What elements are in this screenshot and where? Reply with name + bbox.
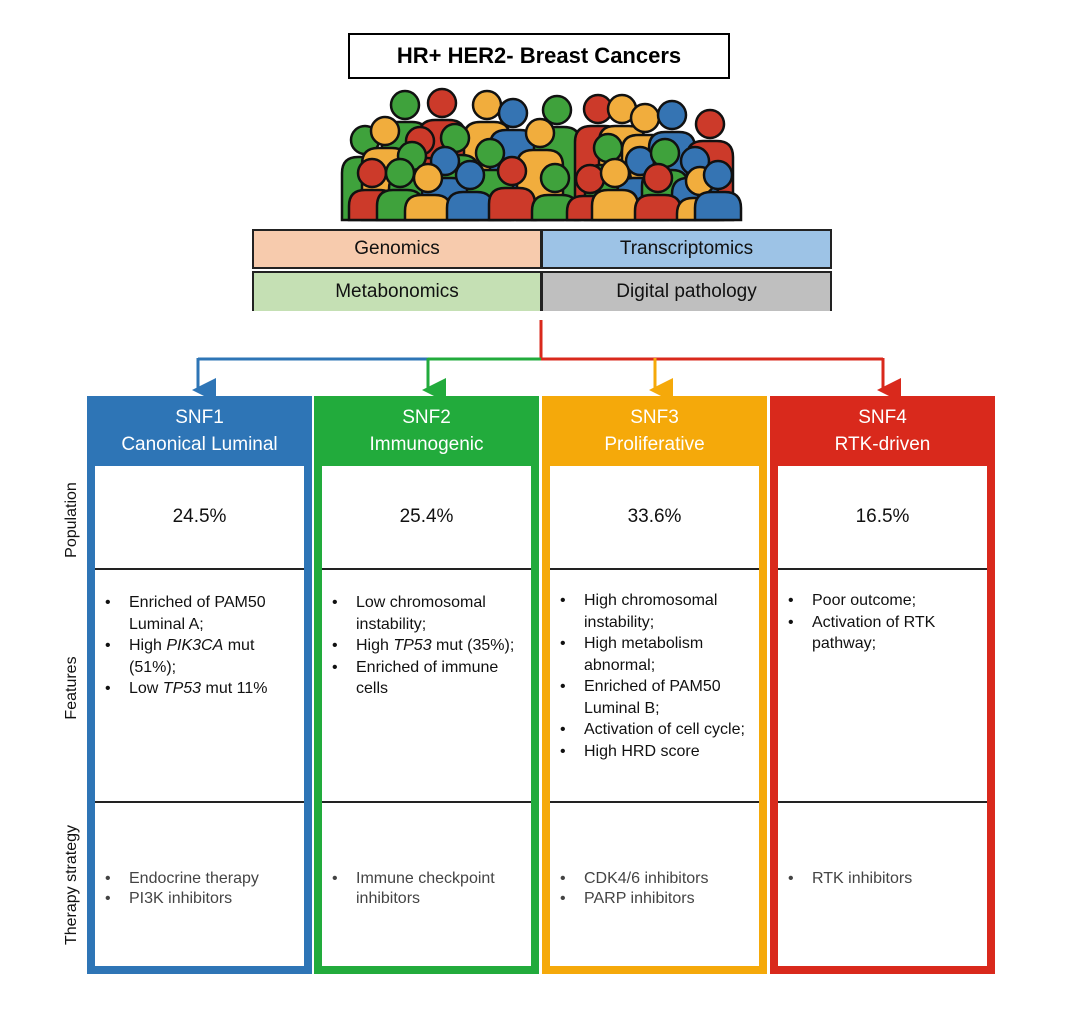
- therapy-cell: • CDK4/6 inhibitors • PARP inhibitors: [550, 803, 759, 966]
- cluster-name: Canonical Luminal: [121, 434, 278, 455]
- features-cell: • Enriched of PAM50 Luminal A; • High PIK3C…: [95, 568, 304, 803]
- feature-item: • Low chromosomal instability;: [332, 594, 486, 633]
- row-label-population: Population: [63, 482, 80, 558]
- omic-transcriptomics: Transcriptomics: [541, 229, 832, 269]
- features-cell: • High chromosomal instability; • High meta…: [550, 568, 759, 803]
- cluster-header: SNF4 RTK-driven: [770, 404, 995, 464]
- cluster-id: SNF2: [402, 407, 451, 428]
- person-icon: [693, 159, 743, 222]
- connector-arrows: [192, 320, 901, 400]
- cluster-snf1: SNF1 Canonical Luminal 24.5% • Enriched of…: [87, 396, 312, 974]
- features-cell: • Poor outcome; • Activation of RTK pathway…: [778, 568, 987, 803]
- features-cell: • Low chromosomal instability; • High TP53 …: [322, 568, 531, 803]
- cluster-snf4: SNF4 RTK-driven 16.5% • Poor outcome; • Acti…: [770, 396, 995, 974]
- omic-genomics: Genomics: [252, 229, 542, 269]
- cluster-id: SNF1: [175, 407, 224, 428]
- therapy-item: • RTK inhibitors: [788, 870, 913, 887]
- feature-item: • High metabolism abnormal;: [560, 635, 704, 674]
- diagram-title: HR+ HER2- Breast Cancers: [348, 33, 730, 79]
- cluster-name: RTK-driven: [834, 434, 931, 455]
- feature-item: • High PIK3CA mut (51%);: [105, 637, 255, 676]
- cluster-snf2: SNF2 Immunogenic 25.4% • Low chromosomal i…: [314, 396, 539, 974]
- feature-item: • Activation of RTK pathway;: [788, 613, 936, 653]
- therapy-item: • PARP inhibitors: [560, 890, 695, 907]
- row-label-therapy: Therapy strategy: [63, 824, 80, 946]
- therapy-cell: • RTK inhibitors: [778, 803, 987, 966]
- person-icon: [590, 157, 640, 222]
- person-icon: [633, 162, 683, 222]
- cluster-id: SNF4: [858, 407, 907, 428]
- population-value: 24.5%: [172, 506, 227, 527]
- therapy-item: • CDK4/6 inhibitors: [560, 870, 709, 887]
- patient-crowd-illustration: [340, 87, 743, 222]
- feature-item: • Activation of cell cycle;: [560, 721, 745, 738]
- therapy-item: • Endocrine therapy: [105, 870, 259, 887]
- row-label-features: Features: [63, 656, 80, 720]
- population-value: 25.4%: [399, 506, 454, 527]
- cluster-header: SNF1 Canonical Luminal: [87, 404, 312, 464]
- therapy-item: • PI3K inhibitors: [105, 890, 233, 907]
- cluster-header: SNF3 Proliferative: [542, 404, 767, 464]
- omic-digital-pathology: Digital pathology: [541, 271, 832, 311]
- feature-item: • High TP53 mut (35%);: [332, 637, 515, 654]
- feature-item: • High HRD score: [560, 742, 700, 760]
- cluster-snf3: SNF3 Proliferative 33.6% • High chromosoma…: [542, 396, 767, 974]
- cluster-header: SNF2 Immunogenic: [314, 404, 539, 464]
- therapy-item: • Immune checkpoint inhibitors: [332, 870, 495, 907]
- person-icon: [403, 162, 453, 222]
- feature-item: • Low TP53 mut 11%: [105, 680, 268, 697]
- feature-item: • Poor outcome;: [788, 592, 917, 609]
- feature-item: • Enriched of immune cells: [332, 658, 499, 698]
- population-value: 33.6%: [627, 506, 682, 527]
- population-value: 16.5%: [855, 506, 910, 527]
- cluster-id: SNF3: [630, 407, 679, 428]
- feature-item: • High chromosomal instability;: [560, 592, 718, 631]
- cluster-name: Proliferative: [604, 434, 705, 455]
- omic-metabonomics: Metabonomics: [252, 271, 542, 311]
- feature-item: • Enriched of PAM50 Luminal B;: [560, 678, 721, 717]
- cluster-name: Immunogenic: [369, 434, 484, 455]
- therapy-cell: • Immune checkpoint inhibitors: [322, 803, 531, 966]
- therapy-cell: • Endocrine therapy • PI3K inhibitors: [95, 803, 304, 966]
- feature-item: • Enriched of PAM50 Luminal A;: [105, 594, 266, 633]
